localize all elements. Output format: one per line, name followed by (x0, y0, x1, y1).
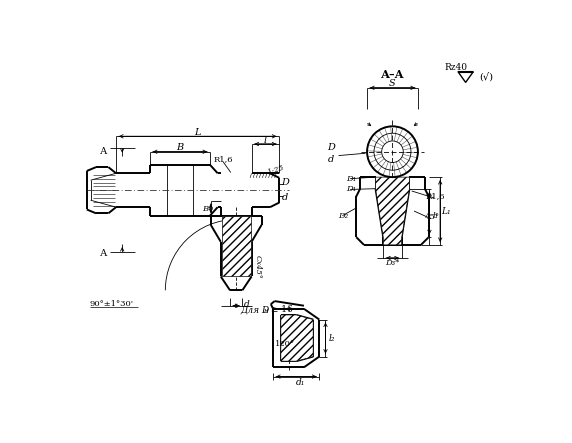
Text: Для D: Для D (241, 305, 270, 314)
Text: н: н (264, 307, 268, 315)
Text: 1:25: 1:25 (267, 163, 285, 177)
Text: l₁: l₁ (432, 212, 439, 220)
Text: d: d (281, 194, 288, 202)
Text: l: l (264, 136, 267, 145)
Text: 45°: 45° (425, 213, 440, 221)
Text: d₁: d₁ (295, 378, 305, 387)
Text: D₂: D₂ (339, 212, 349, 220)
Text: R1,6: R1,6 (213, 155, 233, 163)
Text: ≥ 16: ≥ 16 (268, 305, 292, 314)
Text: Rz40: Rz40 (445, 62, 468, 71)
Text: B: B (202, 205, 208, 213)
Text: Сх45°: Сх45° (254, 255, 262, 279)
Text: 120°: 120° (275, 340, 295, 348)
Text: D₁: D₁ (346, 186, 356, 194)
Polygon shape (281, 315, 313, 361)
Text: 90°±1°30': 90°±1°30' (90, 300, 134, 308)
Polygon shape (376, 177, 410, 245)
Text: L: L (194, 128, 201, 137)
Text: D₁: D₁ (346, 175, 356, 183)
Text: А: А (100, 249, 108, 258)
Text: D: D (281, 178, 289, 187)
Polygon shape (221, 216, 251, 276)
Text: L₁: L₁ (442, 206, 451, 215)
Text: S: S (389, 79, 396, 89)
Text: l₂: l₂ (328, 334, 335, 342)
Text: R1,6: R1,6 (425, 192, 444, 200)
Text: А–А: А–А (381, 69, 404, 80)
Text: d: d (244, 299, 250, 309)
Text: B: B (176, 144, 184, 152)
Text: (√): (√) (479, 72, 494, 82)
Text: А: А (100, 147, 108, 156)
Text: d: d (328, 155, 334, 164)
Text: D: D (327, 144, 335, 152)
Text: D₃*: D₃* (386, 259, 400, 268)
